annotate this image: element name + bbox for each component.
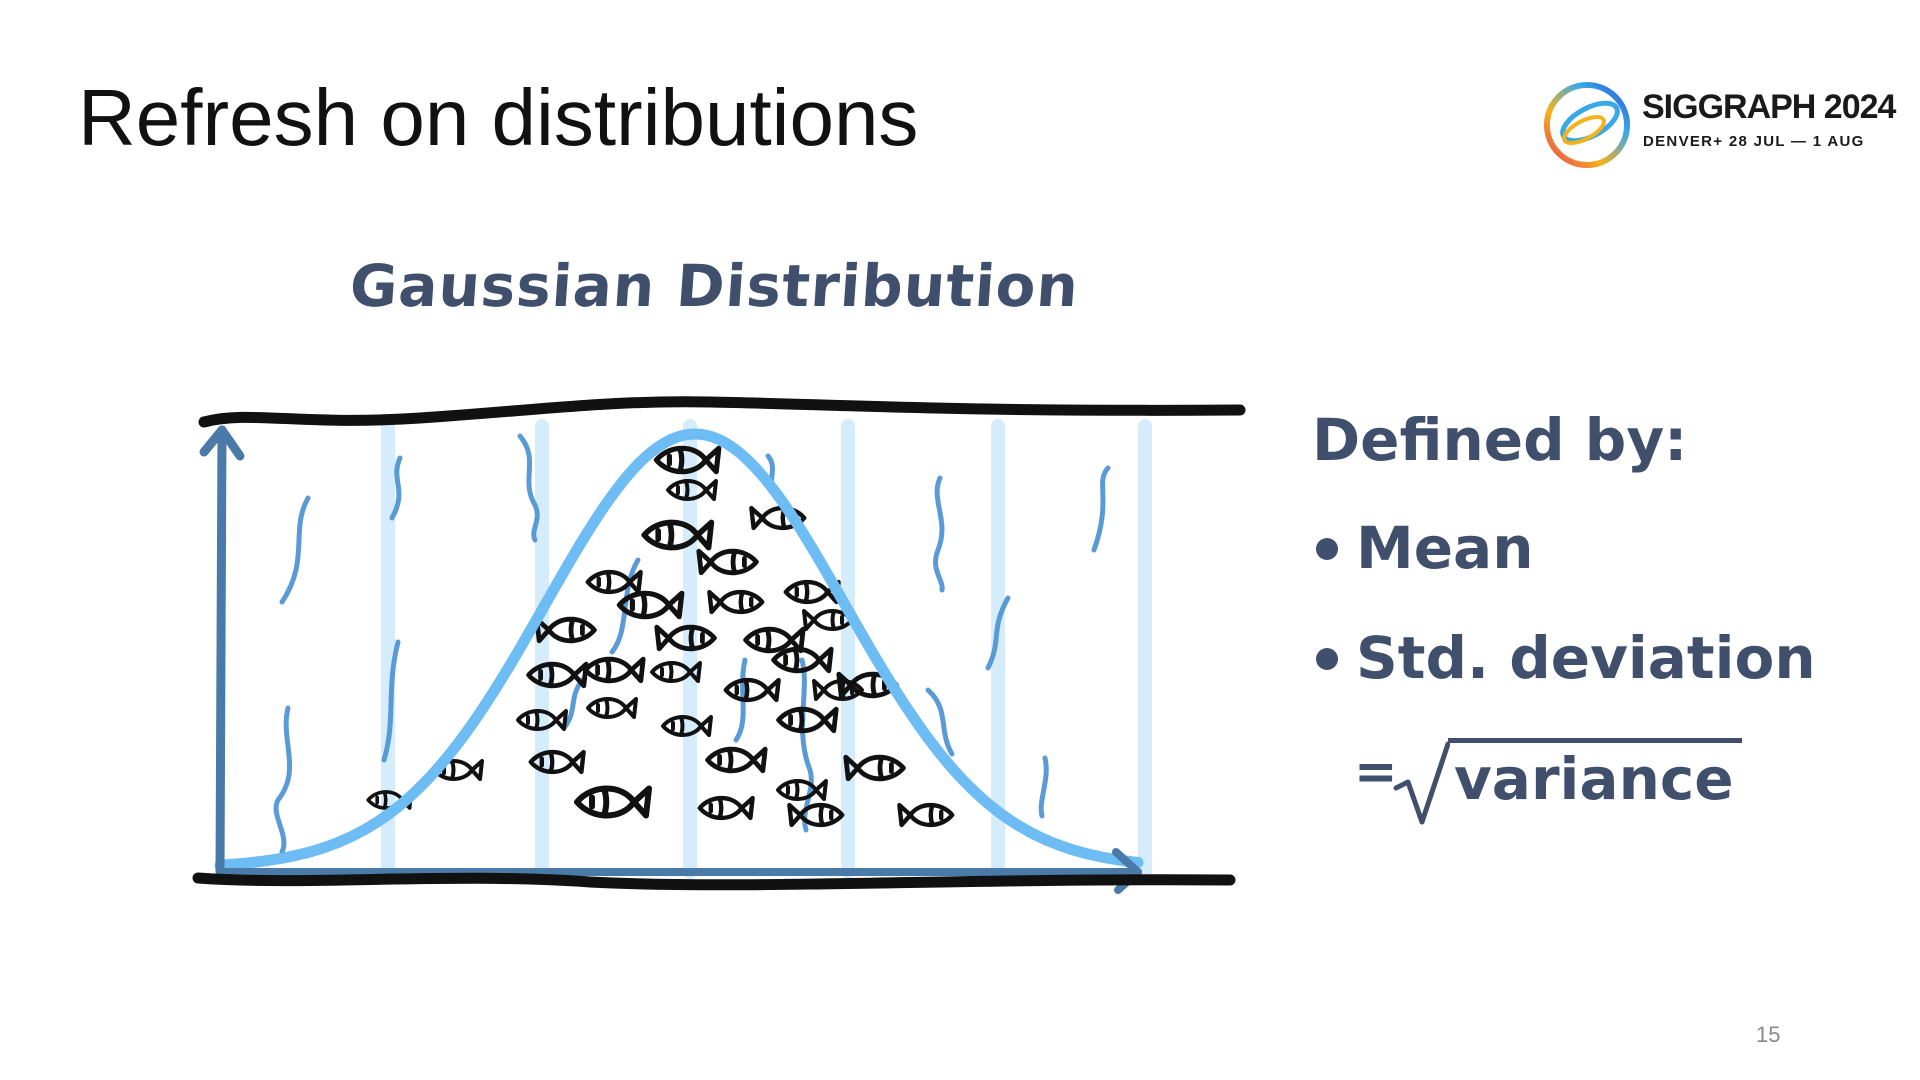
logo-name: SIGGRAPH 2024 [1642, 88, 1896, 126]
fish-icon [641, 519, 715, 551]
fish-icon [661, 715, 713, 737]
fish-icon [574, 785, 652, 819]
fish-icon [787, 802, 845, 828]
bullet-icon [1316, 648, 1338, 670]
fish-icon [526, 661, 589, 689]
slide-title: Refresh on distributions [78, 73, 919, 162]
fish-icon [650, 661, 702, 683]
fish-icon [897, 802, 955, 828]
definition-item-mean: Mean [1356, 514, 1534, 582]
fish-icon [516, 709, 568, 731]
gaussian-curve [214, 428, 1144, 871]
fish-icon [697, 795, 755, 821]
water-streaks [381, 419, 1152, 879]
fish-icon [666, 479, 718, 501]
gaussian-sketch [192, 396, 1246, 894]
fish-school [366, 445, 955, 828]
square-root-icon [1393, 741, 1450, 825]
fish-icon [432, 759, 484, 781]
fish-icon [616, 590, 685, 620]
drawing-title: Gaussian Distribution [347, 252, 1082, 320]
fish-icon [528, 749, 586, 775]
fish-icon [776, 706, 839, 734]
formula-equals: = [1354, 742, 1398, 802]
fish-icon [749, 505, 807, 531]
fish-icon [836, 671, 899, 699]
fish-icon [776, 779, 828, 801]
fish-icon [812, 679, 864, 701]
y-axis-arrow [199, 425, 245, 877]
fish-icon [583, 656, 646, 684]
siggraph-swirl-icon [1544, 82, 1630, 168]
fish-icon [653, 445, 722, 475]
fish-icon [771, 646, 834, 674]
logo-subtitle: DENVER+ 28 JUL — 1 AUG [1643, 133, 1865, 150]
fish-icon [743, 626, 806, 654]
fish-icon [723, 677, 781, 703]
fish-icon [586, 697, 638, 719]
fish-icon [843, 754, 906, 782]
fish-icon [585, 569, 643, 595]
fish-icon [534, 616, 597, 644]
formula-radicand: variance [1448, 738, 1742, 815]
bullet-icon [1316, 538, 1338, 560]
fish-icon [696, 548, 759, 576]
definition-heading: Defined by: [1312, 406, 1688, 474]
definition-item-std-deviation: Std. deviation [1356, 624, 1816, 692]
fish-icon [707, 589, 765, 615]
fish-icon [654, 624, 717, 652]
siggraph-logo: SIGGRAPH 2024 DENVER+ 28 JUL — 1 AUG [1540, 78, 1910, 172]
fish-icon [802, 609, 854, 631]
tank-lines [192, 396, 1246, 891]
fish-icon [705, 746, 768, 774]
page-number: 15 [1756, 1022, 1781, 1047]
